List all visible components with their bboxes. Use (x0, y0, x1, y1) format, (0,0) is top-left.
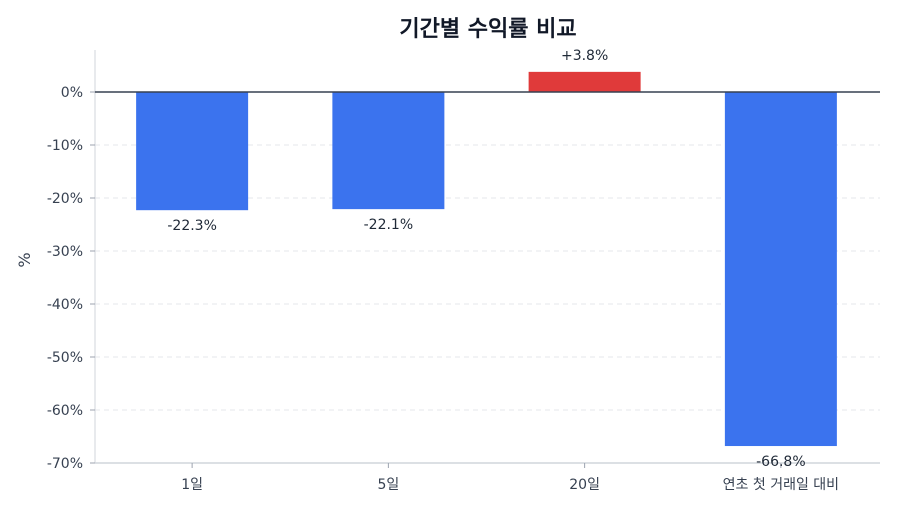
data-label: -22.1% (364, 217, 414, 233)
y-tick-label: 0% (61, 85, 83, 101)
bar (332, 92, 445, 210)
data-labels: -22.3% -22.1% +3.8% -66.8% (167, 48, 805, 470)
y-tick-label: -40% (47, 297, 83, 313)
data-label: +3.8% (561, 48, 608, 64)
data-label: -22.3% (167, 218, 217, 234)
y-tick-label: -60% (47, 403, 83, 419)
y-tick-label: -70% (47, 456, 83, 472)
y-tick-label: -20% (47, 191, 83, 207)
x-tick-label: 5일 (377, 477, 399, 493)
x-tick-label: 1일 (181, 477, 203, 493)
y-axis-label: % (15, 252, 34, 267)
bar (136, 92, 249, 211)
axes (94, 50, 880, 464)
x-tick-label: 연초 첫 거래일 대비 (723, 477, 839, 493)
chart-title: 기간별 수익률 비교 (399, 17, 576, 42)
y-tick-label: -30% (47, 244, 83, 260)
x-tick-label: 20일 (569, 477, 600, 493)
tick-labels: 0% -10% -20% -30% -40% -50% -60% -70% 1일 5일 20일 연초 … (47, 85, 839, 493)
bar (528, 71, 641, 92)
y-tick-label: -50% (47, 350, 83, 366)
bars (136, 71, 837, 447)
y-tick-label: -10% (47, 138, 83, 154)
bar (724, 92, 837, 447)
data-label: -66.8% (756, 454, 806, 470)
